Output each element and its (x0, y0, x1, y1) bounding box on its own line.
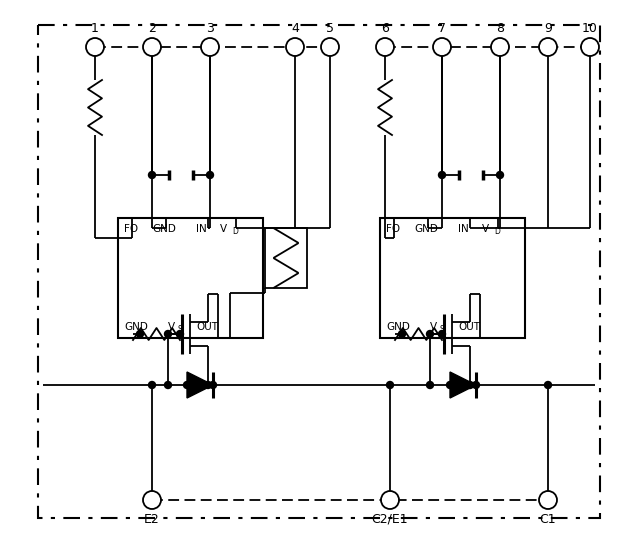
Circle shape (427, 331, 434, 338)
Circle shape (399, 331, 406, 338)
Circle shape (581, 38, 599, 56)
Circle shape (207, 171, 214, 179)
Circle shape (143, 491, 161, 509)
Polygon shape (187, 372, 213, 398)
Bar (38, 25, 600, 518)
Text: V: V (220, 224, 227, 234)
Circle shape (466, 381, 473, 388)
Circle shape (184, 381, 191, 388)
Circle shape (321, 38, 339, 56)
Circle shape (381, 491, 399, 509)
Bar (380, 218, 525, 338)
Circle shape (438, 171, 445, 179)
Circle shape (491, 38, 509, 56)
Text: 10: 10 (582, 22, 598, 35)
Circle shape (165, 381, 172, 388)
Text: FO: FO (386, 224, 400, 234)
Text: D: D (494, 227, 500, 236)
Text: C2/E1: C2/E1 (371, 513, 408, 526)
Circle shape (376, 38, 394, 56)
Circle shape (165, 331, 172, 338)
Text: C1: C1 (540, 513, 556, 526)
Polygon shape (450, 372, 476, 398)
Text: V: V (430, 322, 437, 332)
Text: IN: IN (196, 224, 207, 234)
Circle shape (539, 491, 557, 509)
Text: S: S (440, 325, 445, 334)
Text: 5: 5 (326, 22, 334, 35)
Circle shape (438, 331, 445, 338)
Text: IN: IN (458, 224, 469, 234)
Text: 2: 2 (148, 22, 156, 35)
Circle shape (497, 171, 504, 179)
Circle shape (177, 331, 184, 338)
Text: OUT: OUT (458, 322, 480, 332)
Circle shape (473, 381, 480, 388)
Text: 8: 8 (496, 22, 504, 35)
Text: GND: GND (124, 322, 148, 332)
Text: GND: GND (414, 224, 438, 234)
Circle shape (205, 381, 212, 388)
Circle shape (446, 381, 453, 388)
Text: GND: GND (152, 224, 176, 234)
Circle shape (137, 331, 144, 338)
Text: 9: 9 (544, 22, 552, 35)
Circle shape (544, 381, 551, 388)
Text: E2: E2 (144, 513, 160, 526)
Bar (118, 218, 263, 338)
Circle shape (201, 38, 219, 56)
Circle shape (286, 38, 304, 56)
Text: V: V (168, 322, 175, 332)
Circle shape (86, 38, 104, 56)
Circle shape (143, 38, 161, 56)
Text: 7: 7 (438, 22, 446, 35)
Text: S: S (178, 325, 183, 334)
Circle shape (387, 381, 394, 388)
Text: V: V (482, 224, 489, 234)
Text: FO: FO (124, 224, 138, 234)
Circle shape (433, 38, 451, 56)
Bar (265, 228, 307, 288)
Circle shape (209, 381, 216, 388)
Text: 3: 3 (206, 22, 214, 35)
Text: 1: 1 (91, 22, 99, 35)
Circle shape (148, 381, 155, 388)
Text: 6: 6 (381, 22, 389, 35)
Circle shape (539, 38, 557, 56)
Text: 4: 4 (291, 22, 299, 35)
Circle shape (148, 171, 155, 179)
Circle shape (427, 381, 434, 388)
Text: GND: GND (386, 322, 410, 332)
Text: D: D (232, 227, 238, 236)
Text: OUT: OUT (196, 322, 218, 332)
